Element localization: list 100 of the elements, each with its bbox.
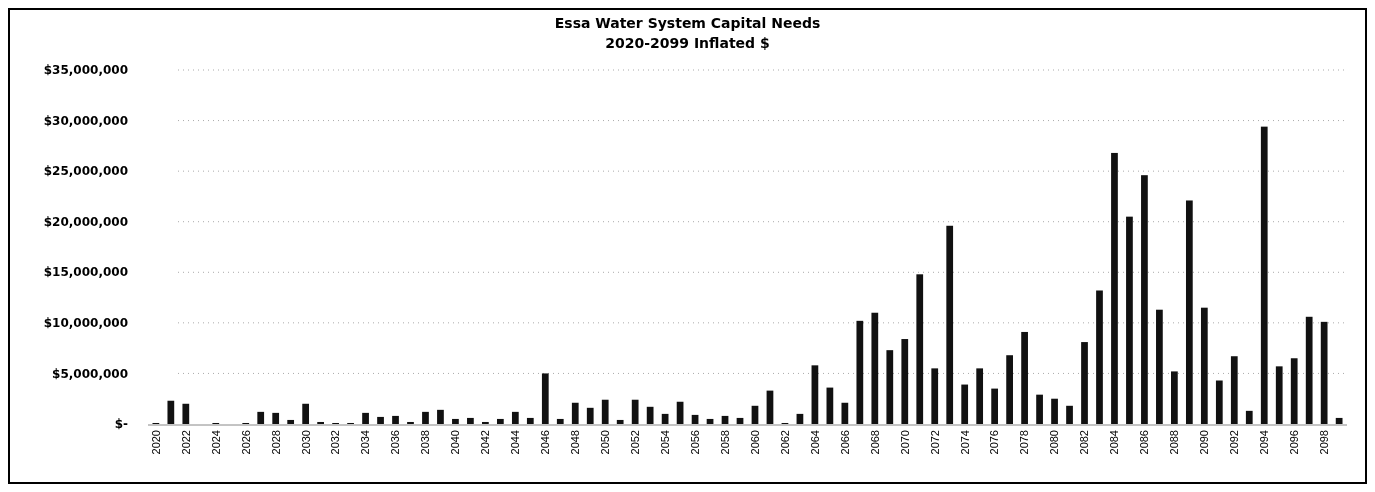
x-tick-label: 2062: [778, 430, 791, 455]
bar: [571, 402, 579, 424]
bar: [1320, 321, 1328, 424]
x-tick-label: 2022: [179, 430, 192, 455]
chart-subtitle: 2020-2099 Inflated $: [605, 35, 770, 51]
bar: [616, 419, 624, 424]
x-tick-label: 2094: [1258, 430, 1271, 455]
bar: [1141, 175, 1148, 424]
bar: [287, 419, 295, 424]
x-tick-label: 2034: [359, 430, 372, 455]
x-tick-label: 2078: [1018, 430, 1031, 455]
x-tick-label: 2082: [1078, 430, 1091, 455]
bar: [182, 403, 190, 424]
x-tick-label: 2080: [1048, 430, 1061, 455]
y-tick-label: $5,000,000: [52, 366, 128, 381]
x-tick-label: 2038: [419, 430, 432, 455]
bar: [302, 403, 310, 424]
bar: [467, 417, 474, 424]
bar: [1230, 356, 1238, 424]
bar: [1051, 398, 1058, 424]
bar: [961, 384, 969, 424]
bar: [1215, 380, 1223, 424]
x-tick-label: 2074: [958, 430, 971, 455]
y-tick-label: $35,000,000: [43, 63, 128, 78]
bar: [317, 421, 324, 424]
x-tick-label: 2086: [1138, 430, 1151, 455]
bar: [377, 416, 384, 424]
bar: [991, 388, 999, 424]
bar: [886, 350, 894, 424]
bar: [1335, 417, 1343, 424]
bar: [482, 421, 489, 424]
x-tick-label: 2052: [629, 430, 642, 455]
bar: [1245, 410, 1253, 424]
bar: [811, 365, 819, 424]
x-tick-label: 2024: [209, 430, 222, 455]
bar: [511, 411, 519, 424]
bar: [407, 421, 414, 424]
x-tick-label: 2048: [569, 430, 582, 455]
x-tick-label: 2020: [149, 430, 162, 455]
bar: [272, 412, 280, 424]
x-tick-label: 2028: [269, 430, 282, 455]
chart-title: Essa Water System Capital Needs: [554, 15, 821, 31]
bar: [1185, 200, 1193, 424]
bar: [1156, 309, 1163, 424]
y-tick-label: $10,000,000: [43, 316, 128, 331]
y-tick-label: $25,000,000: [43, 164, 128, 179]
bar: [1290, 358, 1298, 424]
x-tick-label: 2050: [599, 430, 612, 455]
bar: [1066, 405, 1073, 424]
bar: [631, 399, 639, 424]
bar: [586, 407, 594, 424]
x-tick-label: 2098: [1318, 430, 1331, 455]
x-tick-label: 2026: [239, 430, 252, 455]
x-tick-label: 2056: [688, 430, 701, 455]
y-tick-label: $20,000,000: [43, 214, 128, 229]
x-tick-label: 2064: [808, 430, 821, 455]
x-tick-label: 2096: [1288, 430, 1301, 455]
x-tick-label: 2032: [329, 430, 342, 455]
x-tick-label: 2092: [1228, 430, 1241, 455]
bar: [901, 339, 909, 424]
bar: [167, 400, 175, 424]
bar: [541, 373, 549, 424]
bar: [1006, 355, 1013, 424]
x-tick-label: 2058: [718, 430, 731, 455]
bar: [1275, 366, 1283, 424]
bar: [916, 274, 924, 424]
x-tick-label: 2044: [509, 430, 522, 455]
bar: [422, 411, 429, 424]
bar: [392, 415, 399, 424]
bar: [646, 406, 654, 424]
bar: [1036, 394, 1043, 424]
bar: [496, 418, 504, 424]
bar: [1171, 371, 1178, 424]
bar: [556, 418, 564, 424]
bar: [1305, 316, 1313, 424]
bar: [437, 409, 444, 424]
x-tick-label: 2030: [299, 430, 312, 455]
bar: [526, 417, 534, 424]
x-tick-label: 2088: [1168, 430, 1181, 455]
bar: [931, 368, 939, 424]
y-tick-label: $30,000,000: [43, 113, 128, 128]
x-tick-label: 2090: [1198, 430, 1211, 455]
x-tick-label: 2060: [748, 430, 761, 455]
bar: [871, 312, 879, 424]
bar: [1021, 331, 1028, 424]
x-tick-label: 2076: [988, 430, 1001, 455]
bar: [362, 412, 369, 424]
bar: [946, 225, 954, 424]
x-tick-label: 2054: [658, 430, 671, 455]
x-tick-label: 2046: [539, 430, 552, 455]
bar: [257, 411, 265, 424]
y-tick-label: $15,000,000: [43, 265, 128, 280]
bar: [1260, 126, 1268, 424]
bar: [452, 418, 459, 424]
x-tick-label: 2070: [898, 430, 911, 455]
bar: [1126, 216, 1133, 424]
x-tick-label: 2042: [479, 430, 492, 455]
x-tick-label: 2066: [838, 430, 851, 455]
bar: [1096, 290, 1103, 424]
x-tick-label: 2036: [389, 430, 402, 455]
